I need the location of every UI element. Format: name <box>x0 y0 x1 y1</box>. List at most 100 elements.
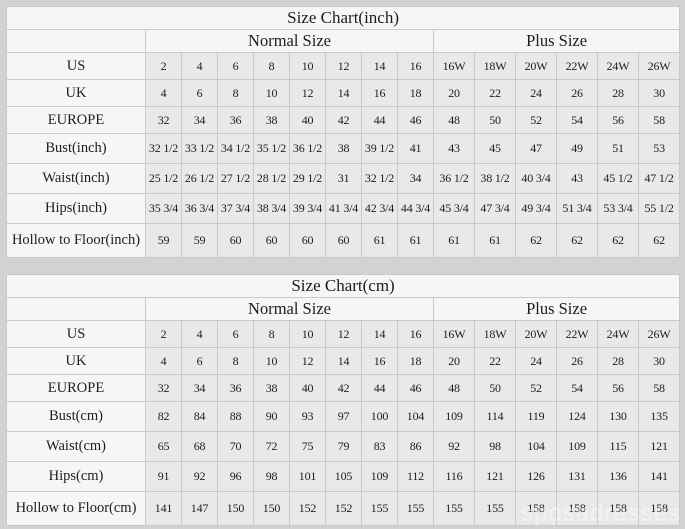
size-value-cell: 101 <box>289 461 326 492</box>
size-value-cell: 68 <box>181 431 218 462</box>
size-value-cell: 42 <box>325 106 362 134</box>
size-value-cell: 38 3/4 <box>253 193 290 224</box>
size-value-cell: 109 <box>361 461 398 492</box>
size-value-cell: 4 <box>145 347 182 375</box>
size-value-cell: 34 <box>181 106 218 134</box>
size-value-cell: 158 <box>597 491 639 526</box>
size-value-cell: 92 <box>181 461 218 492</box>
size-value-cell: 10 <box>253 347 290 375</box>
size-value-cell: 14 <box>325 79 362 107</box>
table-row: UK 4 6 8 10 12 14 16 18 20 22 24 26 28 30 <box>6 79 681 107</box>
size-value-cell: 35 1/2 <box>253 133 290 164</box>
size-value-cell: 147 <box>181 491 218 526</box>
size-value-cell: 79 <box>325 431 362 462</box>
column-group-label: Plus Size <box>432 297 681 321</box>
size-value-cell: 104 <box>515 431 557 462</box>
size-value-cell: 30 <box>637 347 681 375</box>
size-value-cell: 121 <box>474 461 516 492</box>
size-value-cell: 32 <box>145 374 182 402</box>
row-label: Hips(inch) <box>6 193 146 224</box>
size-value-cell: 12 <box>289 347 326 375</box>
title-row: Size Chart(cm) <box>5 274 681 298</box>
size-value-cell: 31 <box>325 163 362 194</box>
row-label: US <box>6 52 146 80</box>
size-value-cell: 12 <box>289 79 326 107</box>
size-value-cell: 8 <box>217 79 254 107</box>
table-row: US 2 4 6 8 10 12 14 16 16W 18W 20W 22W 24W 26W <box>6 52 681 80</box>
row-label: Waist(cm) <box>6 431 146 462</box>
size-value-cell: 136 <box>597 461 639 492</box>
table-row: Hollow to Floor(inch) 59 59 60 60 60 60 61 61 61 6… <box>6 223 681 258</box>
size-value-cell: 36 3/4 <box>181 193 218 224</box>
size-value-cell: 33 1/2 <box>181 133 218 164</box>
size-value-cell: 54 <box>556 374 598 402</box>
size-value-cell: 12 <box>325 320 362 348</box>
size-value-cell: 36 <box>217 106 254 134</box>
size-value-cell: 44 <box>361 374 398 402</box>
size-value-cell: 10 <box>289 52 326 80</box>
size-value-cell: 55 1/2 <box>637 193 681 224</box>
size-value-cell: 45 3/4 <box>433 193 475 224</box>
table-row: Bust(inch) 32 1/2 33 1/2 34 1/2 35 1/2 36 1/2… <box>6 133 681 164</box>
size-value-cell: 62 <box>597 223 639 258</box>
size-value-cell: 72 <box>253 431 290 462</box>
size-value-cell: 50 <box>474 106 516 134</box>
size-value-cell: 16W <box>433 320 475 348</box>
size-value-cell: 45 <box>474 133 516 164</box>
size-value-cell: 100 <box>361 401 398 432</box>
size-value-cell: 38 <box>253 106 290 134</box>
size-value-cell: 62 <box>637 223 681 258</box>
size-chart-inch-table: Size Chart(inch) Normal Size Plus Size US 2 4… <box>5 6 681 258</box>
size-value-cell: 49 3/4 <box>515 193 557 224</box>
size-value-cell: 37 3/4 <box>217 193 254 224</box>
size-value-cell: 41 <box>397 133 434 164</box>
size-value-cell: 104 <box>397 401 434 432</box>
size-value-cell: 65 <box>145 431 182 462</box>
size-value-cell: 25 1/2 <box>145 163 182 194</box>
size-value-cell: 26W <box>637 320 681 348</box>
size-value-cell: 10 <box>253 79 290 107</box>
size-value-cell: 152 <box>289 491 326 526</box>
size-value-cell: 112 <box>397 461 434 492</box>
size-value-cell: 34 <box>397 163 434 194</box>
size-value-cell: 42 <box>325 374 362 402</box>
size-value-cell: 62 <box>556 223 598 258</box>
size-value-cell: 20 <box>433 347 475 375</box>
size-value-cell: 44 3/4 <box>397 193 434 224</box>
size-value-cell: 20W <box>515 52 557 80</box>
size-value-cell: 155 <box>361 491 398 526</box>
size-value-cell: 4 <box>181 320 218 348</box>
size-value-cell: 40 3/4 <box>515 163 557 194</box>
size-value-cell: 22W <box>556 320 598 348</box>
size-value-cell: 46 <box>397 374 434 402</box>
size-value-cell: 70 <box>217 431 254 462</box>
column-group-row: Normal Size Plus Size <box>6 29 681 53</box>
size-value-cell: 47 1/2 <box>637 163 681 194</box>
size-value-cell: 16 <box>397 52 434 80</box>
size-value-cell: 59 <box>145 223 182 258</box>
size-value-cell: 62 <box>515 223 557 258</box>
size-value-cell: 53 <box>637 133 681 164</box>
size-value-cell: 60 <box>325 223 362 258</box>
size-value-cell: 158 <box>515 491 557 526</box>
title-row: Size Chart(inch) <box>5 6 681 30</box>
size-value-cell: 24W <box>597 52 639 80</box>
size-value-cell: 27 1/2 <box>217 163 254 194</box>
size-value-cell: 6 <box>181 79 218 107</box>
size-value-cell: 51 <box>597 133 639 164</box>
size-chart-cm-table: Size Chart(cm) Normal Size Plus Size US 2 4 6 8… <box>5 274 681 526</box>
size-value-cell: 24 <box>515 79 557 107</box>
size-value-cell: 41 3/4 <box>325 193 362 224</box>
size-value-cell: 109 <box>556 431 598 462</box>
size-value-cell: 38 <box>253 374 290 402</box>
size-value-cell: 24W <box>597 320 639 348</box>
size-value-cell: 4 <box>145 79 182 107</box>
table-title: Size Chart(cm) <box>5 274 681 298</box>
size-value-cell: 26 <box>556 79 598 107</box>
table-title: Size Chart(inch) <box>5 6 681 30</box>
size-value-cell: 14 <box>325 347 362 375</box>
size-value-cell: 8 <box>253 320 290 348</box>
size-value-cell: 29 1/2 <box>289 163 326 194</box>
size-value-cell: 61 <box>433 223 475 258</box>
row-label: Bust(inch) <box>6 133 146 164</box>
